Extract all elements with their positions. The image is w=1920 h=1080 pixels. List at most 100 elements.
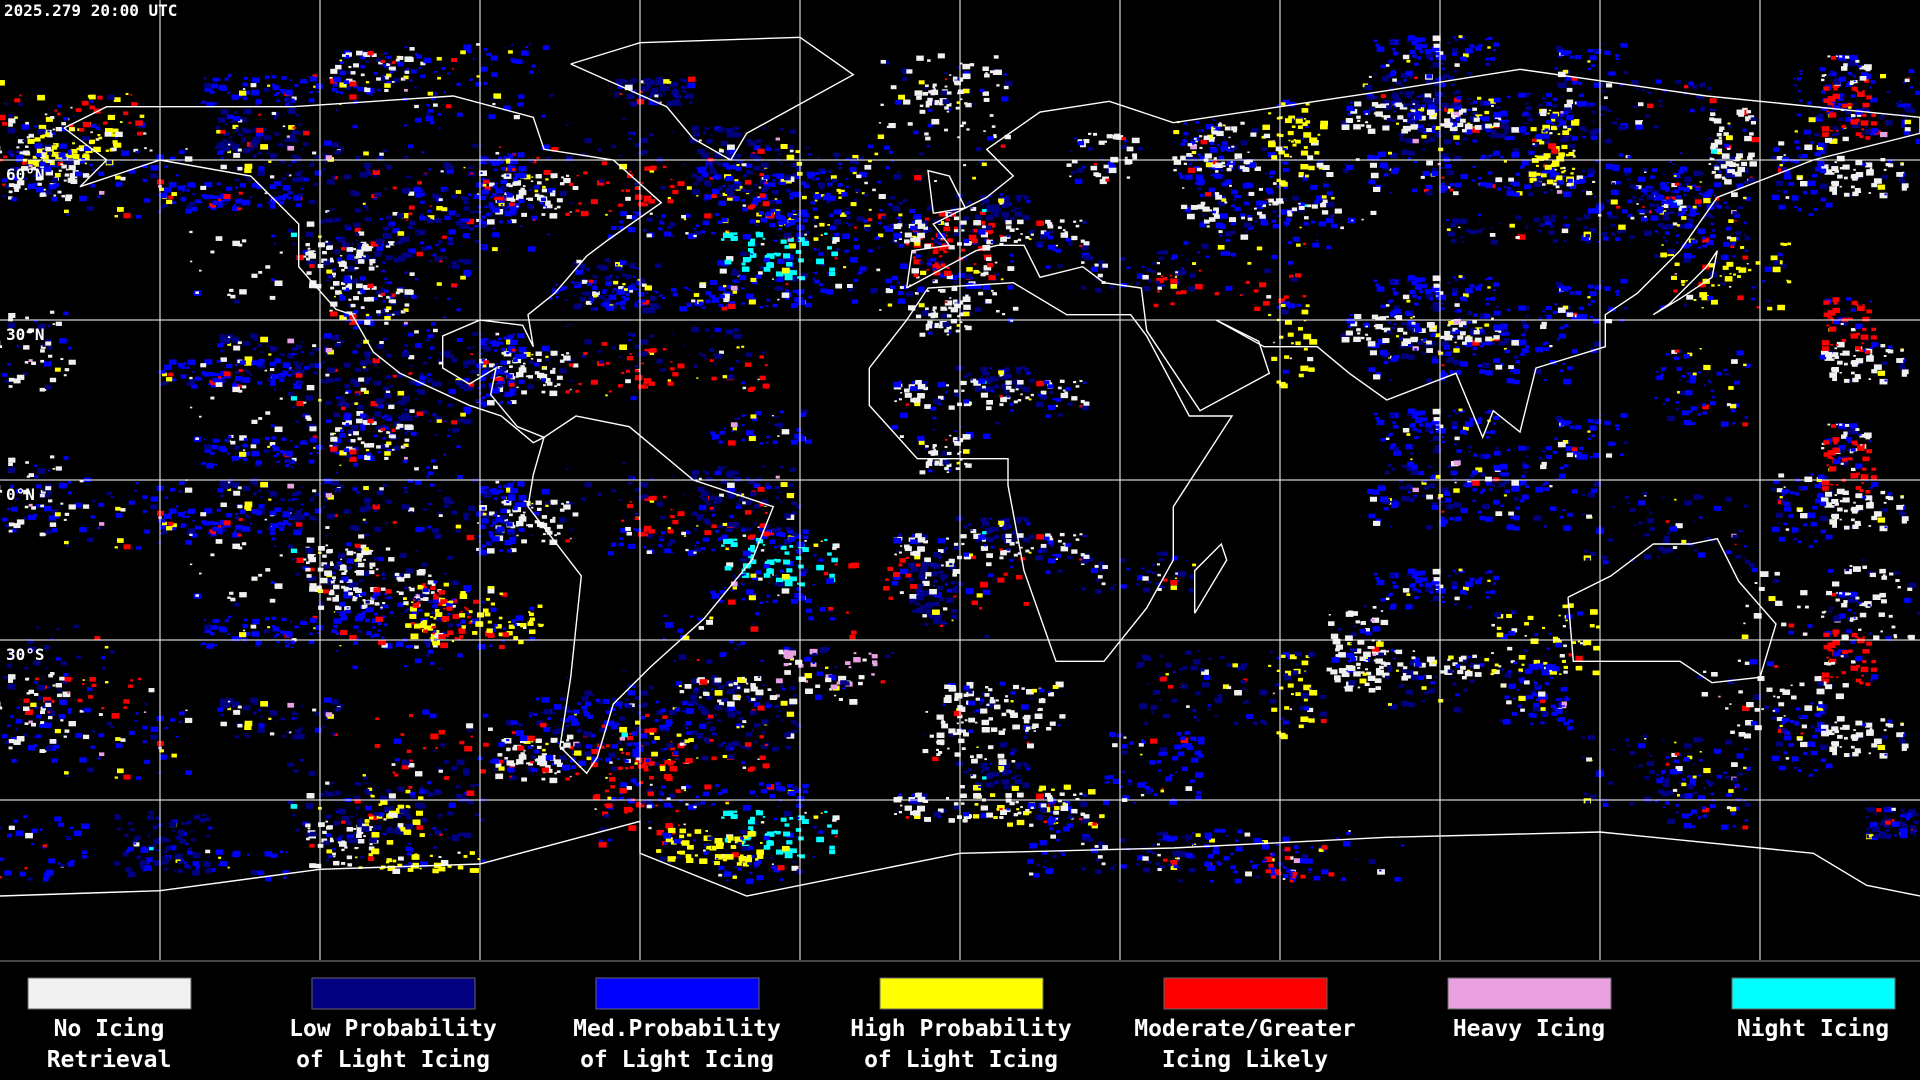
icing-pixel [924, 132, 929, 136]
icing-pixel [1281, 162, 1284, 164]
icing-pixel [112, 140, 118, 144]
icing-pixel [1530, 127, 1537, 132]
icing-pixel [1250, 132, 1257, 137]
icing-pixel [1169, 274, 1173, 277]
icing-pixel [741, 302, 745, 305]
icing-pixel [506, 193, 513, 198]
icing-pixel [772, 199, 776, 202]
icing-pixel [1799, 70, 1803, 73]
icing-pixel [1559, 113, 1565, 117]
icing-pixel [1090, 266, 1098, 272]
icing-pixel [407, 234, 410, 236]
icing-pixel [1728, 219, 1734, 223]
icing-pixel [718, 303, 723, 308]
icing-pixel [1478, 213, 1482, 216]
icing-pixel [916, 228, 921, 232]
icing-pixel [1710, 201, 1719, 207]
icing-pixel [1485, 38, 1488, 41]
icing-pixel [1295, 116, 1301, 121]
icing-pixel [1441, 176, 1445, 179]
icing-pixel [313, 183, 318, 186]
icing-pixel [1326, 191, 1333, 196]
icing-pixel [45, 116, 53, 122]
icing-pixel [549, 192, 556, 197]
icing-pixel [741, 287, 745, 290]
icing-pixel [40, 154, 45, 158]
icing-pixel [1099, 179, 1107, 185]
icing-pixel [370, 94, 374, 97]
icing-pixel [1156, 250, 1162, 255]
icing-pixel [946, 110, 950, 113]
icing-pixel [796, 292, 802, 296]
icing-pixel [978, 159, 985, 164]
icing-pixel [1679, 224, 1686, 229]
icing-pixel [451, 260, 457, 265]
icing-pixel [815, 192, 819, 195]
icing-pixel [1869, 86, 1873, 89]
icing-pixel [1107, 161, 1115, 166]
icing-pixel [1570, 104, 1575, 107]
icing-pixel [520, 50, 529, 56]
icing-pixel [1409, 113, 1417, 119]
icing-pixel [1460, 236, 1464, 239]
icing-pixel [643, 195, 652, 201]
icing-pixel [1741, 161, 1748, 167]
icing-pixel [447, 265, 451, 268]
icing-pixel [1000, 278, 1004, 281]
icing-pixel [1340, 226, 1344, 230]
icing-pixel [1471, 127, 1480, 133]
icing-pixel [216, 182, 221, 186]
icing-pixel [397, 56, 404, 60]
icing-pixel [1541, 170, 1549, 176]
icing-pixel [846, 215, 851, 219]
icing-pixel [271, 111, 277, 116]
icing-pixel [1686, 213, 1689, 216]
icing-pixel [1191, 150, 1197, 155]
icing-pixel [1431, 46, 1440, 53]
icing-pixel [1325, 218, 1334, 224]
icing-pixel [740, 198, 745, 202]
icing-pixel [21, 166, 28, 171]
icing-pixel [844, 221, 848, 225]
icing-pixel [1675, 79, 1681, 84]
icing-pixel [850, 202, 857, 207]
icing-pixel [313, 85, 317, 88]
icing-pixel [1552, 160, 1560, 166]
icing-pixel [913, 237, 921, 243]
icing-pixel [1376, 46, 1385, 52]
icing-pixel [486, 219, 495, 225]
icing-pixel [1379, 103, 1387, 109]
icing-pixel [990, 240, 995, 244]
icing-pixel [992, 70, 999, 75]
icing-pixel [1526, 94, 1530, 97]
icing-pixel [1590, 64, 1595, 68]
icing-pixel [516, 205, 519, 208]
icing-pixel [1500, 155, 1504, 159]
icing-pixel [1315, 239, 1319, 242]
icing-pixel [330, 286, 335, 290]
icing-pixel [555, 295, 559, 299]
icing-pixel [681, 89, 686, 93]
icing-pixel [55, 127, 62, 132]
icing-pixel [847, 223, 853, 227]
icing-pixel [1060, 232, 1069, 238]
icing-pixel [861, 192, 865, 195]
icing-pixel [484, 205, 488, 209]
icing-pixel [995, 212, 999, 215]
icing-pixel [1097, 273, 1103, 278]
icing-pixel [619, 163, 628, 170]
icing-pixel [264, 75, 270, 80]
icing-pixel [1591, 120, 1594, 123]
icing-pixel [819, 222, 825, 227]
icing-pixel [1402, 125, 1411, 132]
icing-pixel [541, 188, 548, 193]
icing-pixel [877, 180, 882, 184]
icing-pixel [1155, 280, 1160, 284]
icing-pixel [1194, 144, 1197, 146]
icing-pixel [1454, 90, 1461, 95]
icing-pixel [989, 114, 994, 117]
icing-pixel [1315, 195, 1324, 201]
icing-pixel [584, 291, 591, 296]
icing-pixel [901, 76, 908, 81]
